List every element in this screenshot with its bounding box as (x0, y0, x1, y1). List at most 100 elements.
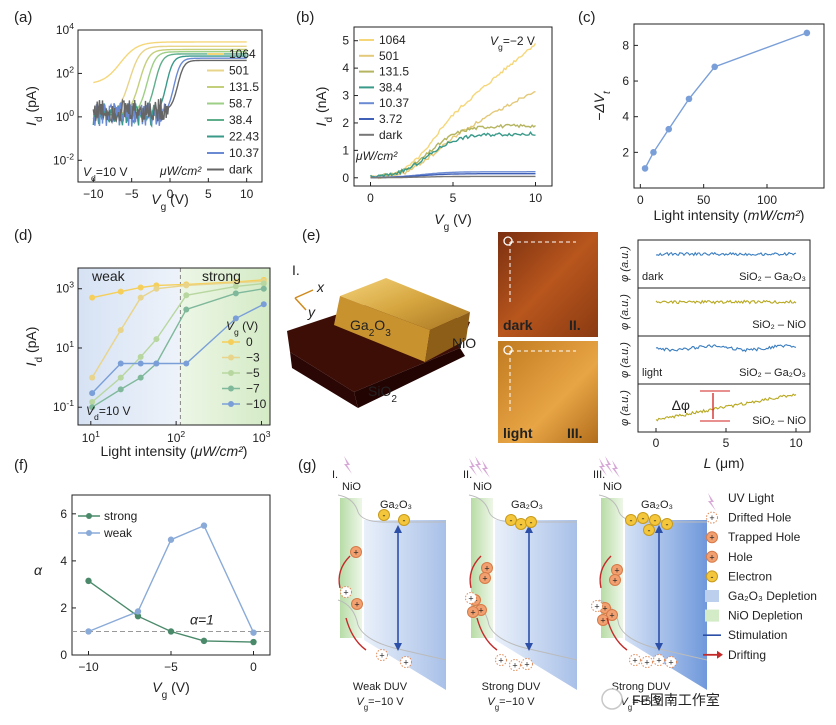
panel-b-unit-label: μW/cm² (355, 149, 398, 163)
panel-b-ytick-label-0: 0 (342, 171, 349, 185)
trapped-hole-0-1 (351, 598, 363, 610)
panel-d-legend-marker-4 (228, 401, 234, 407)
drifted-hole-2-0 (591, 600, 603, 612)
diagram-roman-0: I. (332, 469, 338, 481)
watermark: FE图南工作室 (601, 688, 720, 710)
phase-trace-tag-0: dark (642, 271, 664, 283)
panel-b-series-6 (370, 175, 536, 179)
panel-g-label: (g) (298, 457, 316, 474)
panel-f-ylabel: α (34, 562, 43, 578)
panel-d-ylabel: Id (pA) (23, 327, 45, 367)
watermark-logo-icon (601, 688, 623, 710)
panel-a-series-7 (92, 59, 247, 125)
afm-base-front (290, 352, 358, 408)
panel-a-legend-label-5: 22.43 (229, 130, 259, 144)
drifted-hole-2-4 (665, 656, 677, 668)
diagram-roman-2: III. (593, 469, 605, 481)
panel-a-legend-label-1: 501 (229, 64, 249, 78)
electron-2-0 (625, 514, 637, 526)
panel-f-xlabel: Vg (V) (152, 679, 190, 701)
legend-electron-icon-sign: - (711, 572, 714, 582)
afm-nio-label: NiO (452, 335, 476, 351)
diagram-caption1-0: Weak DUV (353, 681, 408, 693)
legend-item-electron: - Electron (706, 569, 772, 583)
panel-c-frame (633, 23, 825, 189)
phase-trace-label-0: SiO₂ – Ga₂O₃ (739, 271, 806, 283)
legend-ga2o3-dep-icon (705, 590, 719, 602)
panel-d-xtick-label-1: 102 (167, 429, 185, 445)
panel-f-xtick-label-1: −5 (164, 660, 178, 674)
drifted-hole-0-0 (340, 586, 352, 598)
afm-ga2o3-side (425, 312, 470, 362)
phase-frame-3 (637, 383, 811, 433)
afm-base-side (354, 348, 465, 408)
panel-d-ytick-label-1: 101 (56, 339, 74, 355)
panel-d-legend-label-3: −7 (246, 382, 260, 396)
scissors-icon-1 (503, 345, 513, 355)
legend-label-hole: Hole (728, 550, 753, 564)
diagram-ga2o3-label-0: Ga₂O₃ (380, 499, 412, 511)
panel-f-point-0-3 (200, 637, 208, 645)
diagram-nio-label-2: NiO (603, 481, 622, 493)
legend-item-drift: Drifting (703, 648, 766, 662)
uv-bolt-2-b (599, 458, 607, 476)
panel-f-ytick-label-3: 6 (60, 507, 67, 521)
panel-d-legend-marker-0 (228, 339, 234, 345)
panel-a-xlabel: Vg (V) (151, 191, 189, 213)
panel-f-reference-label: α=1 (190, 611, 214, 627)
panel-b-xtick-label-2: 10 (529, 191, 543, 205)
panel-a-legend-label-0: 1064 (229, 47, 256, 61)
panel-a-unit-label: μW/cm² (159, 164, 202, 178)
panel-c-point-3 (685, 95, 693, 103)
diagram-nio-label-0: NiO (342, 481, 361, 493)
drifted-hole-2-2-sign: + (644, 658, 649, 668)
electron-2-3-sign: - (666, 520, 669, 530)
stimulation-head-up-0 (394, 525, 402, 533)
panel-d-point-3-5 (232, 290, 239, 297)
uv-bolt-1-a (475, 456, 483, 474)
panel-d-point-1-0 (89, 374, 96, 381)
panel-d-legend-label-1: −3 (246, 351, 260, 365)
stimulation-head-up-1 (525, 525, 533, 533)
ga2o3-depletion-0 (364, 520, 446, 690)
panel-d-point-2-3 (153, 336, 160, 343)
panel-c-point-4 (711, 63, 718, 71)
phase-xlabel: L (μm) (704, 455, 745, 471)
panel-f-point-1-3 (200, 522, 208, 529)
panel-a-xtick-label-0: −10 (83, 187, 104, 201)
trapped-hole-2-1-sign: + (612, 576, 617, 586)
electron-0-0-sign: - (383, 511, 386, 521)
electron-1-0 (505, 514, 517, 526)
panel-a-legend-label-2: 131.5 (229, 80, 259, 94)
panel-c-ytick-label-0: 2 (622, 145, 629, 159)
panel-f-point-1-0 (85, 628, 92, 635)
kpfm-image-dark (498, 232, 598, 337)
afm-roman-1: I. (292, 262, 300, 278)
panel-c-ylabel: −ΔVt (591, 90, 613, 121)
panel-d-point-1-4 (183, 282, 190, 289)
electron-2-4 (643, 524, 655, 536)
panel-c-ytick-label-1: 4 (622, 110, 629, 124)
panel-c-line (644, 32, 808, 169)
stimulation-head-down-1 (525, 643, 533, 651)
electron-0-1 (398, 514, 410, 526)
stimulation-head-up-2 (655, 525, 663, 533)
diagram-caption1-1: Strong DUV (482, 681, 541, 693)
drifted-hole-2-0-sign: + (594, 602, 599, 612)
kpfm-roman-3: III. (567, 425, 583, 441)
drift-arrow-high-2 (599, 555, 612, 589)
panel-e: (e) Ga2O3 NiO SiO2 I. xy dark II. light III. SiO₂ … (287, 227, 811, 471)
panel-c-ytick-label-2: 6 (622, 74, 629, 88)
uv-bolt-1-c (482, 460, 490, 478)
panel-b-label: (b) (296, 9, 314, 26)
legend-nio-dep-icon (705, 609, 719, 622)
panel-a-legend-label-3: 58.7 (229, 97, 253, 111)
panel-f-ytick-label-0: 0 (60, 648, 67, 662)
kpfm-image-light (498, 341, 598, 443)
panel-c-ytick-label-3: 8 (622, 38, 629, 52)
panel-f-point-1-2 (167, 536, 175, 543)
trapped-hole-1-3-sign: + (478, 606, 483, 616)
panel-d-point-4-4 (183, 360, 190, 367)
